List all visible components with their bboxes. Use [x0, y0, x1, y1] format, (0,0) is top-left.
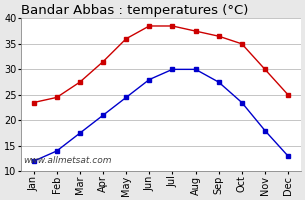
Text: www.allmetsat.com: www.allmetsat.com — [23, 156, 112, 165]
Text: Bandar Abbas : temperatures (°C): Bandar Abbas : temperatures (°C) — [21, 4, 248, 17]
